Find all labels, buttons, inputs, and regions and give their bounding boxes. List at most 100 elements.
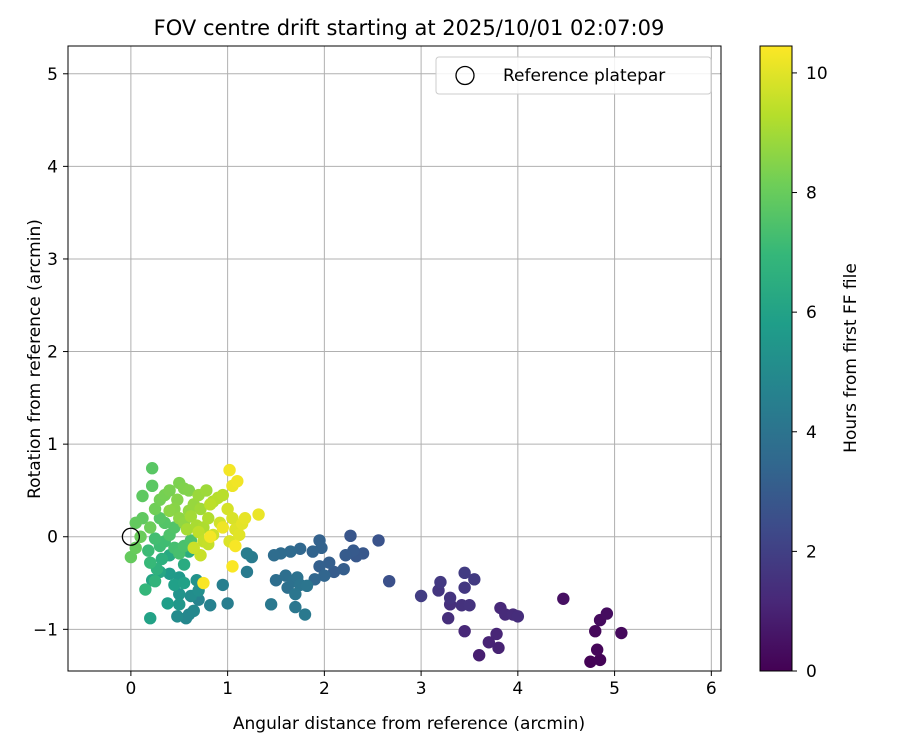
data-point <box>200 484 213 497</box>
x-tick-label: 5 <box>609 679 620 699</box>
data-point <box>229 539 242 553</box>
data-point <box>482 636 496 649</box>
reference-marker-layer <box>121 527 141 546</box>
data-point <box>293 542 307 555</box>
data-point <box>590 643 604 656</box>
data-point <box>173 587 186 601</box>
data-point <box>177 576 191 590</box>
data-point <box>264 598 278 611</box>
data-point <box>434 575 447 589</box>
legend-label-reference-platepar: Reference platepar <box>503 66 665 86</box>
x-tick-label: 3 <box>416 679 427 699</box>
y-tick-label: 5 <box>47 65 58 85</box>
data-point <box>182 484 196 497</box>
data-point <box>240 565 254 579</box>
data-point <box>187 541 200 555</box>
data-point <box>221 502 234 516</box>
data-point <box>155 552 169 566</box>
x-tick-label: 2 <box>319 679 330 699</box>
colorbar-tick-label: 8 <box>806 184 817 204</box>
data-point <box>204 498 217 511</box>
x-tick-label: 4 <box>512 679 523 699</box>
data-point <box>458 566 471 580</box>
data-point <box>615 626 628 640</box>
colorbar-tick-label: 6 <box>806 303 817 323</box>
data-point <box>124 550 138 564</box>
data-point <box>144 612 157 625</box>
y-tick-label: 3 <box>47 250 58 270</box>
data-point <box>139 583 152 596</box>
y-tick-label: −1 <box>33 620 58 640</box>
data-point <box>144 521 157 534</box>
data-point <box>382 574 396 588</box>
data-point <box>323 556 336 569</box>
data-point <box>233 528 246 542</box>
data-point <box>204 599 217 612</box>
data-point <box>197 576 210 590</box>
data-point <box>339 549 352 562</box>
plot-frame <box>67 45 722 672</box>
data-point <box>221 597 234 610</box>
data-point <box>216 488 229 502</box>
data-point <box>194 502 207 516</box>
colorbar-gradient <box>759 45 793 672</box>
data-point <box>177 558 191 571</box>
data-point <box>145 462 159 475</box>
y-tick-label: 0 <box>47 528 58 548</box>
data-point <box>414 589 428 603</box>
data-point <box>148 502 162 516</box>
data-point <box>337 562 350 576</box>
y-tick-label: 4 <box>47 157 58 177</box>
data-point <box>145 479 159 493</box>
colorbar-tick-label: 2 <box>806 542 817 562</box>
x-tick-label: 6 <box>706 679 717 699</box>
data-point <box>318 569 331 582</box>
data-point <box>168 521 181 534</box>
data-point <box>300 579 314 593</box>
data-point <box>458 581 471 594</box>
colorbar-ticks: 0 2 4 6 8 10 <box>792 64 828 682</box>
data-point <box>173 598 186 611</box>
data-point <box>289 600 302 614</box>
y-tick-label: 1 <box>47 435 58 455</box>
data-point <box>187 604 200 618</box>
data-point <box>472 649 486 662</box>
data-point <box>148 574 162 588</box>
y-axis-label: Rotation from reference (arcmin) <box>25 219 45 499</box>
data-point <box>171 610 184 623</box>
data-point <box>163 484 176 497</box>
data-point <box>372 534 385 547</box>
data-point <box>313 560 326 573</box>
data-point <box>168 578 181 592</box>
data-point <box>458 624 471 638</box>
data-point <box>192 525 205 539</box>
scatter-points <box>124 462 628 668</box>
data-point <box>252 508 265 521</box>
x-axis-ticks: 0 1 2 3 4 5 6 <box>125 671 717 699</box>
data-point <box>511 610 525 623</box>
data-point <box>344 529 357 543</box>
x-axis-label: Angular distance from reference (arcmin) <box>233 714 585 734</box>
data-point <box>557 592 570 605</box>
data-point <box>223 463 236 477</box>
data-point <box>144 556 157 569</box>
data-point <box>600 607 614 620</box>
reference-platepar-marker <box>121 527 141 546</box>
data-point <box>441 612 455 625</box>
data-point <box>216 578 229 592</box>
data-point <box>163 567 176 580</box>
legend-marker-reference-platepar <box>455 65 475 86</box>
data-point <box>148 532 162 545</box>
data-point <box>298 608 312 621</box>
colorbar-tick-label: 0 <box>806 662 817 682</box>
data-point <box>202 512 215 525</box>
data-point <box>289 587 302 601</box>
data-point <box>180 523 194 536</box>
data-point <box>240 547 254 560</box>
data-point <box>216 521 229 534</box>
x-tick-label: 0 <box>125 679 136 699</box>
data-point <box>584 655 597 668</box>
data-point <box>226 512 239 525</box>
data-point <box>463 599 476 612</box>
